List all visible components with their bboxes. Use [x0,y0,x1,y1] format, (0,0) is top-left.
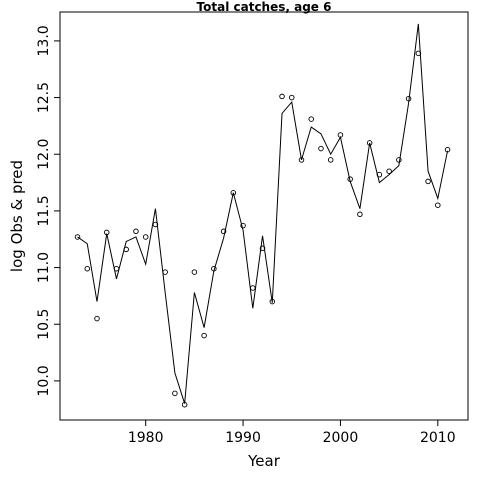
observed-point [435,202,441,208]
observed-point [133,228,139,235]
plot-marks [74,23,451,408]
observed-point [94,315,100,322]
observed-point [220,228,227,235]
axis-tick-labels: 1980 1990 2000 2010 10.0 10.5 11.0 11.5 12.0 12.5… [36,25,456,446]
observed-point [172,390,178,397]
x-axis-title: Year [247,452,281,470]
y-tick-label: 11.0 [36,252,52,283]
x-tick-label: 1980 [128,430,164,446]
observed-point [74,234,81,240]
y-tick-label: 12.0 [36,139,52,170]
observed-point [298,157,305,163]
observed-point [191,269,198,275]
y-axis-title: log Obs & pred [8,160,26,272]
observed-point [444,146,451,153]
observed-point [240,222,246,229]
axis-ticks [54,40,439,426]
observed-point [259,245,266,252]
observed-point [152,221,159,228]
observed-point [308,116,314,122]
observed-point [113,265,120,272]
plot-frame [59,11,469,421]
observed-point [347,176,353,182]
observed-point [181,401,188,408]
predicted-line [77,23,449,404]
y-tick-label: 10.5 [36,309,52,340]
observed-point [289,94,295,101]
observed-point [250,285,256,291]
x-tick-label: 2010 [420,430,456,446]
observed-point [230,190,237,196]
observed-point [366,140,373,146]
x-tick-label: 2000 [323,430,359,446]
observed-point [201,332,207,339]
observed-point [84,265,91,272]
observed-point [357,211,363,218]
observed-point [279,93,285,100]
observed-point [211,265,217,272]
chart-title: Total catches, age 6 [197,0,332,14]
observed-point [337,132,344,138]
observed-point [386,168,392,174]
y-tick-label: 11.5 [36,195,52,226]
observed-point [376,171,383,178]
observed-point [142,234,149,240]
observed-point [425,178,431,185]
observed-point [162,269,168,275]
y-tick-label: 10.0 [36,365,52,396]
observed-point [269,298,276,305]
x-tick-label: 1990 [225,430,261,446]
observed-point [103,229,110,236]
observed-point [123,246,129,253]
observed-point [415,50,422,57]
observed-point [405,95,412,102]
observed-point [396,157,402,163]
observed-point [327,157,334,163]
y-tick-label: 12.5 [36,82,52,113]
observed-point [318,145,324,152]
y-tick-label: 13.0 [36,25,52,56]
